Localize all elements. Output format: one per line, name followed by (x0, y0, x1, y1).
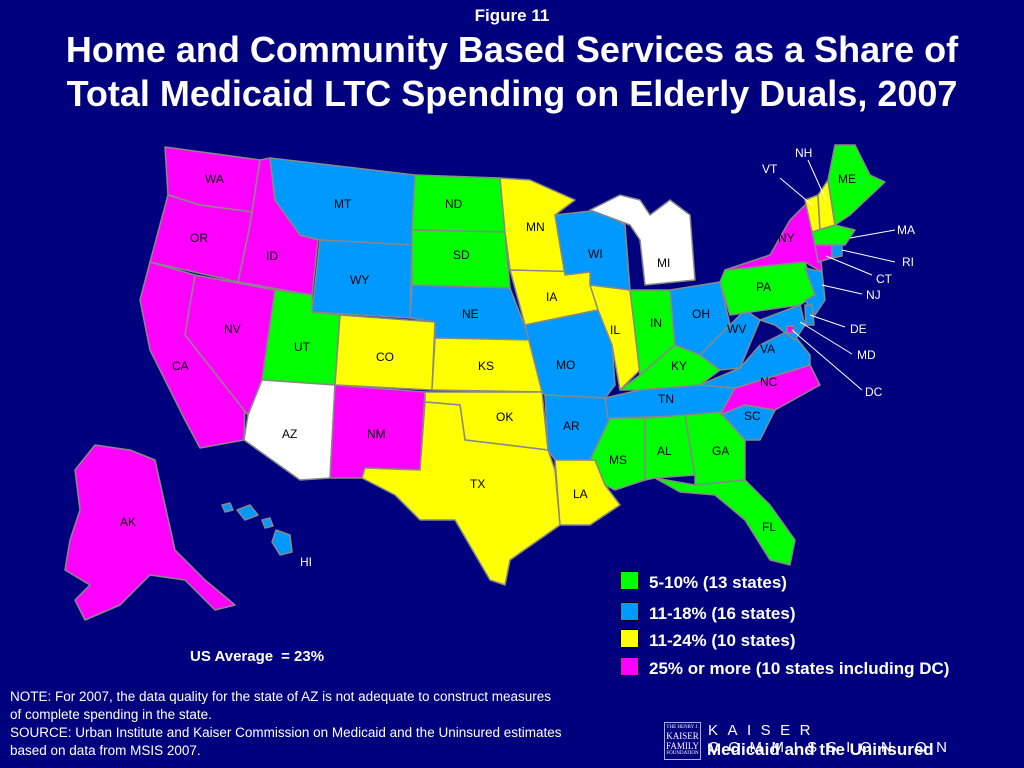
state-label-oh: OH (692, 307, 710, 321)
state-label-va: VA (760, 342, 775, 356)
legend-item-2: 11-18% (16 states) (620, 602, 795, 624)
legend-swatch-magenta (620, 657, 639, 676)
state-label-wa: WA (205, 172, 224, 186)
state-label-nv: NV (224, 322, 241, 336)
legend-item-1: 5-10% (13 states) (620, 571, 787, 593)
state-label-ar: AR (563, 419, 580, 433)
legend-label-1: 5-10% (13 states) (649, 573, 787, 592)
state-al (644, 414, 696, 481)
state-label-la: LA (573, 487, 588, 501)
title-line-1: Home and Community Based Services as a S… (65, 29, 959, 70)
state-label-md: MD (857, 348, 876, 362)
state-dc (786, 325, 795, 334)
state-label-ut: UT (294, 340, 311, 354)
legend-item-4: 25% or more (10 states including DC) (620, 657, 949, 679)
state-label-nm: NM (367, 427, 386, 441)
state-label-ia: IA (546, 290, 557, 304)
state-label-ma: MA (897, 223, 915, 237)
state-label-fl: FL (762, 520, 776, 534)
state-label-me: ME (838, 172, 856, 186)
note-line-2: of complete spending in the state. (10, 707, 212, 722)
state-hi (221, 502, 293, 556)
state-label-nj: NJ (866, 288, 881, 302)
state-label-ri: RI (902, 255, 914, 269)
legend-label-4: 25% or more (10 states including DC) (649, 659, 950, 678)
state-label-wi: WI (588, 247, 603, 261)
state-label-mn: MN (526, 220, 545, 234)
state-me (827, 144, 886, 226)
legend-swatch-blue (620, 602, 639, 621)
state-de (804, 304, 815, 326)
state-label-nh: NH (795, 146, 812, 160)
state-label-vt: VT (762, 162, 778, 176)
state-label-ky: KY (671, 359, 687, 373)
state-label-de: DE (850, 322, 867, 336)
state-label-sd: SD (453, 248, 470, 262)
state-label-al: AL (657, 444, 672, 458)
legend-item-3: 11-24% (10 states) (620, 629, 795, 651)
state-mi (589, 194, 696, 286)
state-label-ak: AK (120, 515, 136, 529)
legend-swatch-yellow (620, 629, 639, 648)
state-ak (64, 444, 236, 621)
state-label-mo: MO (556, 358, 575, 372)
state-ri (831, 244, 843, 259)
state-label-tn: TN (658, 392, 674, 406)
state-label-wy: WY (350, 273, 369, 287)
page-title: Home and Community Based Services as a S… (0, 28, 1024, 116)
state-label-ms: MS (609, 453, 627, 467)
note-line-1: NOTE: For 2007, the data quality for the… (10, 689, 552, 704)
state-label-hi: HI (300, 555, 312, 569)
legend-swatch-green (620, 571, 639, 590)
state-label-or: OR (190, 231, 208, 245)
kff-logo: THE HENRY J. KAISER FAMILY FOUNDATION (664, 722, 701, 760)
state-nj (804, 267, 826, 316)
state-label-mi: MI (657, 256, 670, 270)
state-label-ca: CA (172, 359, 189, 373)
note-line-4: based on data from MSIS 2007. (10, 743, 201, 758)
state-va (699, 329, 811, 389)
state-label-nc: NC (760, 375, 778, 389)
legend-label-3: 11-24% (10 states) (649, 631, 796, 650)
state-label-in: IN (650, 316, 662, 330)
state-tx (361, 401, 561, 586)
kcmu-logo-line-2: Medicaid and the Uninsured (707, 740, 934, 759)
state-label-nd: ND (445, 197, 463, 211)
state-label-ny: NY (778, 231, 795, 245)
us-average-label: US Average (190, 648, 274, 665)
note-line-3: SOURCE: Urban Institute and Kaiser Commi… (10, 725, 562, 740)
state-label-mt: MT (334, 197, 352, 211)
state-fl (654, 477, 796, 566)
state-label-sc: SC (744, 409, 761, 423)
title-line-2: Total Medicaid LTC Spending on Elderly D… (66, 73, 958, 114)
state-label-co: CO (376, 350, 394, 364)
state-label-dc: DC (865, 385, 883, 399)
us-average-value: = 23% (281, 648, 325, 665)
state-label-ks: KS (478, 359, 494, 373)
state-ct (814, 244, 833, 263)
state-label-ga: GA (712, 444, 729, 458)
state-label-tx: TX (470, 477, 485, 491)
legend-label-2: 11-18% (16 states) (649, 604, 796, 623)
kcmu-logo-line-1: KAISER COMMISSION ON (708, 722, 957, 756)
source-note: NOTE: For 2007, the data quality for the… (10, 688, 660, 760)
state-label-id: ID (266, 249, 278, 263)
state-label-wv: WV (727, 322, 746, 336)
state-label-az: AZ (282, 427, 297, 441)
state-label-ne: NE (462, 307, 479, 321)
state-label-ok: OK (496, 410, 513, 424)
state-label-ct: CT (876, 272, 893, 286)
figure-label: Figure 11 (474, 6, 550, 25)
us-average: US Average = 23% (190, 648, 332, 665)
state-label-pa: PA (756, 280, 771, 294)
state-label-il: IL (610, 323, 620, 337)
state-ky (619, 344, 721, 391)
